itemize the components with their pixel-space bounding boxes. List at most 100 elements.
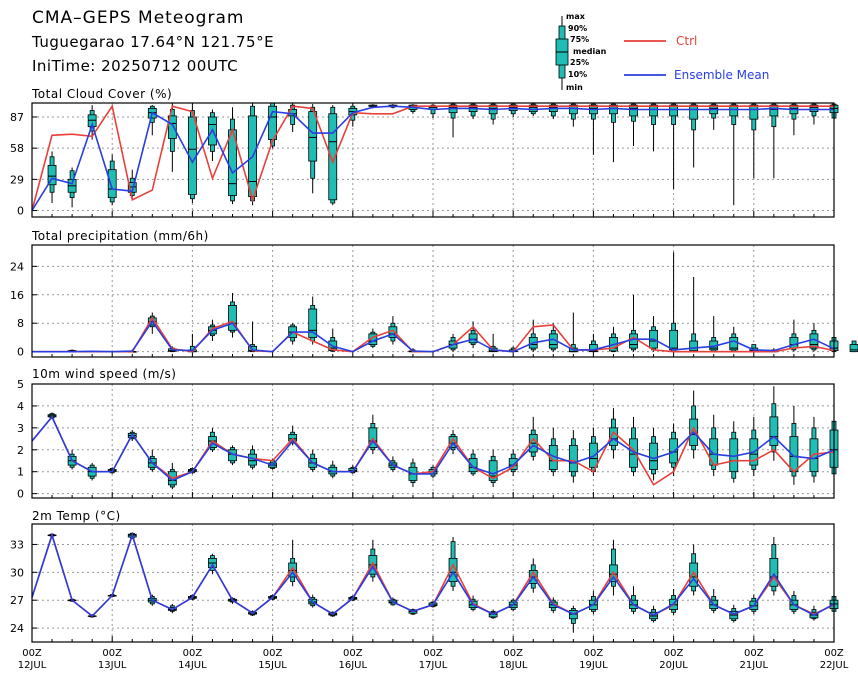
y-tick-label: 24 bbox=[10, 260, 24, 273]
init-time-label: IniTime: 20250712 00UTC bbox=[32, 57, 239, 75]
inner-box bbox=[448, 557, 458, 583]
y-tick-label: 5 bbox=[17, 378, 24, 391]
panel-frame bbox=[31, 523, 835, 643]
x-date-label: 19JUL bbox=[579, 660, 608, 671]
inner-box bbox=[689, 104, 699, 120]
x-date-label: 15JUL bbox=[258, 660, 287, 671]
inner-box bbox=[127, 182, 137, 193]
panel-title: Total Cloud Cover (%) bbox=[31, 87, 172, 101]
y-tick-label: 0 bbox=[17, 488, 24, 501]
inner-box bbox=[689, 340, 699, 352]
meteogram-title: CMA–GEPS Meteogram bbox=[32, 8, 245, 28]
x-axis: 00Z12JUL00Z13JUL00Z14JUL00Z15JUL00Z16JUL… bbox=[18, 648, 849, 671]
x-hour-label: 00Z bbox=[263, 648, 283, 659]
y-tick-label: 33 bbox=[10, 538, 24, 551]
ensemble-mean-line bbox=[31, 415, 835, 482]
panel-2: Total precipitation (mm/6h) 0 8 16 24 bbox=[10, 229, 858, 359]
y-tick-label: 8 bbox=[17, 317, 24, 330]
y-tick-label: 1 bbox=[17, 466, 24, 479]
x-hour-label: 00Z bbox=[824, 648, 844, 659]
x-hour-label: 00Z bbox=[22, 648, 42, 659]
ensemble-mean-line bbox=[32, 319, 835, 353]
legend-ctrl-label: Ctrl bbox=[676, 34, 697, 48]
inner-box bbox=[769, 416, 779, 446]
legend-mean-label: Ensemble Mean bbox=[674, 68, 769, 82]
inner-box bbox=[729, 337, 739, 351]
panel-1: Total Cloud Cover (%) 0 29 58 87 bbox=[10, 87, 839, 218]
x-date-label: 17JUL bbox=[419, 660, 448, 671]
y-tick-label: 0 bbox=[17, 205, 24, 218]
inner-box bbox=[629, 104, 638, 117]
x-hour-label: 00Z bbox=[343, 648, 363, 659]
legend-box-label: max bbox=[566, 12, 586, 21]
y-tick-label: 3 bbox=[17, 422, 24, 435]
x-date-label: 21JUL bbox=[740, 660, 769, 671]
inner-box bbox=[629, 333, 638, 349]
panel-title: 10m wind speed (m/s) bbox=[32, 367, 176, 381]
x-date-label: 18JUL bbox=[499, 660, 528, 671]
inner-box bbox=[568, 104, 578, 115]
inner-box bbox=[468, 333, 478, 344]
inner-box bbox=[228, 305, 237, 331]
inner-box bbox=[308, 308, 318, 338]
legend-box-label: min bbox=[566, 83, 583, 92]
inner-box bbox=[849, 344, 858, 353]
panel-title: 2m Temp (°C) bbox=[32, 509, 121, 523]
x-hour-label: 00Z bbox=[503, 648, 523, 659]
panel-frame bbox=[31, 244, 835, 358]
inner-box bbox=[308, 111, 318, 162]
x-hour-label: 00Z bbox=[102, 648, 122, 659]
x-hour-label: 00Z bbox=[584, 648, 604, 659]
x-hour-label: 00Z bbox=[664, 648, 684, 659]
inner-box bbox=[669, 329, 678, 351]
y-tick-label: 29 bbox=[10, 173, 24, 186]
y-tick-label: 2 bbox=[17, 444, 24, 457]
y-tick-label: 87 bbox=[10, 111, 24, 124]
inner-box bbox=[769, 557, 779, 587]
panel-frame bbox=[31, 383, 835, 499]
y-tick-label: 16 bbox=[10, 289, 24, 302]
inner-box bbox=[649, 442, 658, 470]
legend-box-label: 90% bbox=[568, 24, 587, 33]
y-tick-label: 27 bbox=[10, 594, 24, 607]
y-tick-label: 58 bbox=[10, 142, 24, 155]
inner-box bbox=[468, 458, 478, 473]
legend-box-label: 75% bbox=[570, 35, 589, 44]
y-tick-label: 24 bbox=[10, 622, 24, 635]
inner-box bbox=[809, 438, 819, 473]
x-date-label: 16JUL bbox=[339, 660, 368, 671]
legend-box-label: 10% bbox=[568, 70, 587, 79]
inner-box bbox=[167, 115, 177, 139]
inner-box bbox=[649, 104, 658, 117]
legend: max 90% 75% median 25% 10% min Ctrl Ensemble Mea… bbox=[555, 12, 769, 92]
inner-box bbox=[47, 164, 57, 186]
ensemble-mean-line bbox=[31, 105, 834, 211]
inner-box bbox=[749, 104, 759, 120]
panel-4: 2m Temp (°C) 24 27 30 33 bbox=[10, 509, 839, 643]
panel-frame bbox=[31, 102, 835, 218]
inner-box bbox=[528, 104, 538, 113]
x-hour-label: 00Z bbox=[183, 648, 203, 659]
inner-box bbox=[789, 337, 799, 349]
ctrl-line bbox=[31, 104, 834, 211]
inner-box bbox=[809, 104, 819, 113]
y-tick-label: 4 bbox=[17, 400, 24, 413]
ensemble-mean-line bbox=[31, 532, 835, 618]
x-date-label: 12JUL bbox=[18, 660, 47, 671]
inner-box bbox=[328, 113, 338, 201]
legend-box-label: median bbox=[573, 47, 607, 56]
inner-box bbox=[669, 438, 678, 464]
x-date-label: 22JUL bbox=[820, 660, 849, 671]
panel-title: Total precipitation (mm/6h) bbox=[31, 229, 209, 243]
y-tick-label: 30 bbox=[10, 566, 24, 579]
x-date-label: 14JUL bbox=[178, 660, 207, 671]
inner-box bbox=[769, 104, 779, 117]
x-hour-label: 00Z bbox=[744, 648, 764, 659]
inner-box bbox=[669, 104, 678, 117]
inner-box bbox=[107, 169, 117, 199]
y-tick-label: 0 bbox=[17, 346, 24, 359]
inner-box bbox=[568, 444, 578, 473]
inner-box bbox=[729, 104, 739, 117]
